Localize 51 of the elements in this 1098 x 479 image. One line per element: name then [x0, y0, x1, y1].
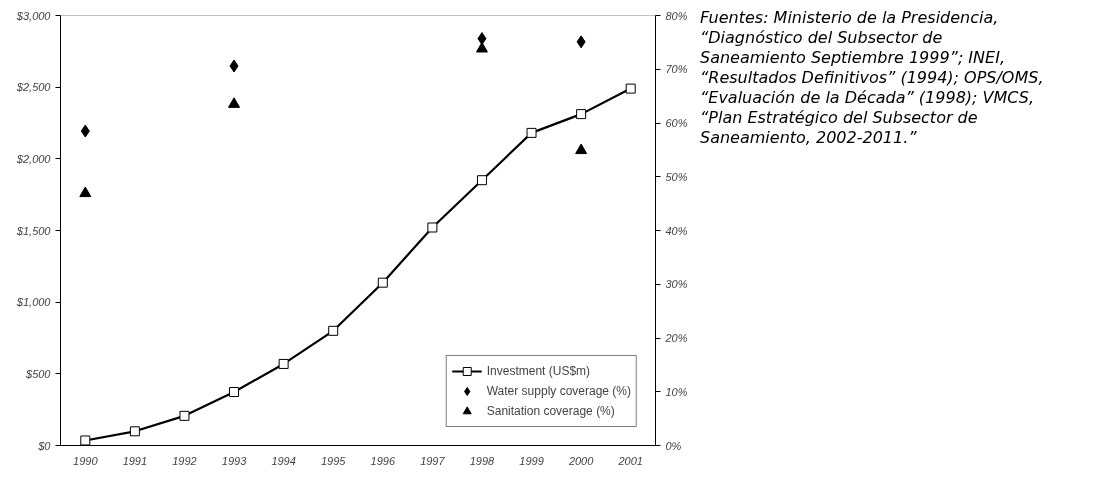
point [377, 277, 388, 288]
y-tick-label: $1,000 [15, 296, 52, 309]
y2-tick-label: 10% [665, 385, 688, 398]
x-tick-label: 2000 [567, 454, 595, 467]
point [575, 143, 588, 155]
point [476, 175, 487, 186]
y2-tick-label: 80% [665, 9, 688, 22]
x-tick-label: 1997 [420, 454, 446, 467]
y-tick-label: $500 [25, 367, 52, 380]
point [625, 83, 636, 94]
point [278, 358, 289, 369]
point [79, 186, 92, 198]
y-tick-label: $2,500 [15, 81, 52, 94]
x-tick-label: 1995 [320, 454, 347, 467]
y-tick-label: $0 [37, 439, 52, 452]
y-tick-label: $2,000 [15, 152, 52, 165]
y2-tick-label: 20% [664, 332, 688, 344]
point [526, 127, 537, 138]
point [129, 426, 140, 437]
x-tick-label: 1992 [172, 454, 197, 467]
y2-tick-label: 0% [665, 439, 682, 452]
point [80, 124, 90, 138]
point [328, 325, 339, 336]
x-tick-label: 1998 [469, 454, 496, 467]
x-tick-label: 1993 [221, 454, 248, 467]
point [228, 97, 241, 108]
point [427, 222, 438, 233]
x-tick-label: 1996 [370, 454, 396, 467]
y2-tick-label: 40% [665, 224, 688, 237]
point [179, 410, 190, 421]
source-note: Fuentes: Ministerio de la Presidencia, “Diagnóstico del Subsector de Saneamiento Septiembre 1999”; INEI, “Resultados Definitivos” (1994); OPS/OMS, “Evaluación de la Década” (1998); VMCS, “Plan Estratégico del Subsector de Saneamiento, 2002-2011.” [700, 8, 1045, 148]
x-tick-label: 1991 [122, 454, 148, 467]
point [576, 109, 587, 120]
x-tick-label: 1994 [271, 454, 296, 467]
point [80, 435, 91, 446]
x-tick-label: 1990 [73, 454, 99, 467]
x-tick-label: 1999 [519, 454, 544, 467]
legend-label: Sanitation coverage (%) [486, 403, 615, 419]
point [229, 387, 240, 398]
y2-tick-label: 50% [665, 170, 688, 183]
x-tick-label: 2001 [617, 454, 643, 467]
legend-label: Water supply coverage (%) [486, 383, 631, 399]
y2-tick-label: 60% [665, 117, 688, 129]
point [576, 35, 586, 49]
y-tick-label: $1,500 [15, 224, 52, 237]
point [477, 32, 487, 46]
y-tick-label: $3,000 [15, 9, 52, 22]
point [229, 59, 239, 73]
y2-tick-label: 70% [665, 63, 688, 76]
y2-tick-label: 30% [665, 278, 688, 291]
legend-label: Investment (US$m) [486, 363, 591, 379]
